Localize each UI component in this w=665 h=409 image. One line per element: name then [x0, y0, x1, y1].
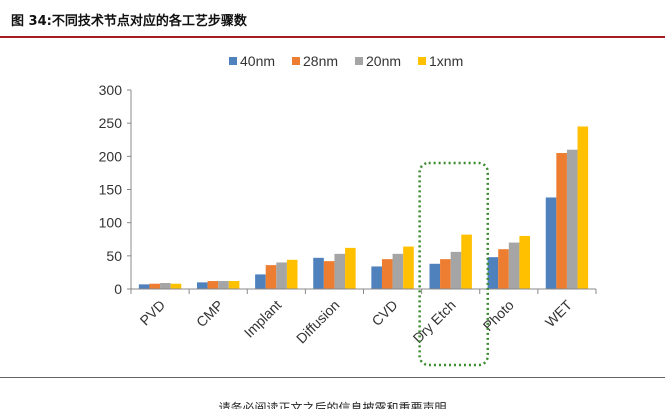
x-category-label: Diffusion — [293, 297, 343, 347]
footer-divider — [0, 377, 665, 378]
bar-40nm-photo — [487, 257, 499, 289]
caption-divider — [0, 36, 665, 38]
bar-28nm-cvd — [381, 259, 393, 289]
bar-20nm-implant — [276, 262, 287, 289]
legend-swatch-20nm — [355, 57, 363, 65]
bar-20nm-pvd — [160, 283, 171, 289]
bar-20nm-wet — [566, 149, 578, 289]
bar-28nm-dry-etch — [440, 259, 451, 289]
bar-40nm-implant — [255, 274, 266, 289]
bar-28nm-photo — [498, 249, 509, 289]
x-category-label: WET — [542, 296, 576, 330]
disclaimer-footer: 请务必阅读正文之后的信息披露和重要声明 — [218, 401, 447, 409]
figure-caption: 图 34:不同技术节点对应的各工艺步骤数 — [11, 14, 247, 29]
x-category-label: CVD — [368, 297, 400, 329]
y-tick-label: 0 — [114, 281, 122, 297]
bar-20nm-cmp — [218, 281, 229, 289]
y-tick-label: 250 — [99, 115, 123, 131]
bar-20nm-photo — [508, 242, 520, 289]
bar-40nm-wet — [545, 197, 557, 289]
bar-40nm-cvd — [371, 266, 382, 289]
bar-1xnm-photo — [519, 235, 531, 289]
y-tick-label: 100 — [99, 215, 123, 231]
chart-legend: 40nm 28nm 20nm 1xnm — [229, 53, 463, 69]
bar-28nm-wet — [556, 153, 567, 289]
bar-28nm-pvd — [149, 283, 161, 289]
x-category-label: Dry Etch — [410, 297, 459, 346]
legend-label-20nm: 20nm — [366, 53, 401, 69]
y-tick-label: 200 — [99, 148, 123, 164]
x-category-label: CMP — [193, 297, 226, 330]
bar-40nm-pvd — [138, 284, 150, 289]
dry-etch-highlight-box — [418, 161, 489, 367]
bar-28nm-cmp — [207, 281, 219, 289]
bar-1xnm-implant — [286, 259, 298, 289]
y-tick-label: 300 — [99, 82, 123, 98]
x-axis: PVD CMP Implant Diffusion CVD Dry Etch Photo WE… — [130, 288, 597, 347]
legend-swatch-1xnm — [418, 57, 426, 65]
bar-28nm-implant — [265, 265, 277, 289]
x-category-label: Implant — [241, 297, 285, 341]
bar-1xnm-diffusion — [345, 247, 356, 289]
x-category-label: Photo — [480, 297, 517, 334]
bar-1xnm-cmp — [228, 281, 240, 289]
legend-label-1xnm: 1xnm — [429, 53, 463, 69]
y-tick-label: 50 — [106, 248, 122, 264]
bar-1xnm-pvd — [170, 283, 182, 289]
bar-1xnm-dry-etch — [461, 234, 472, 289]
legend-label-28nm: 28nm — [303, 53, 338, 69]
bar-28nm-diffusion — [323, 261, 335, 289]
legend-swatch-28nm — [292, 57, 300, 65]
bar-20nm-dry-etch — [450, 251, 462, 289]
legend-label-40nm: 40nm — [240, 53, 275, 69]
bar-20nm-diffusion — [334, 253, 346, 289]
x-category-label: PVD — [137, 297, 169, 329]
highlight-overlay — [418, 161, 489, 367]
bar-series — [138, 126, 589, 289]
bar-chart: 40nm 28nm 20nm 1xnm 0 50 100 150 200 250 300 PVD C… — [99, 53, 597, 367]
bar-20nm-cvd — [392, 253, 404, 289]
bar-40nm-diffusion — [313, 257, 324, 289]
y-tick-label: 150 — [99, 182, 123, 198]
bar-40nm-cmp — [196, 282, 208, 289]
bar-1xnm-cvd — [403, 246, 414, 289]
bar-1xnm-wet — [577, 126, 589, 289]
y-axis: 0 50 100 150 200 250 300 — [99, 82, 132, 297]
bar-40nm-dry-etch — [429, 263, 441, 289]
legend-swatch-40nm — [229, 57, 237, 65]
